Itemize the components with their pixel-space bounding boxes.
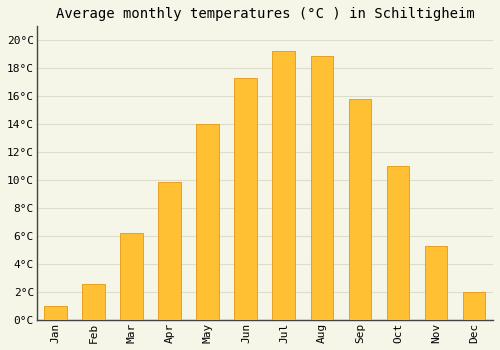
Bar [386, 166, 409, 320]
Bar [424, 246, 448, 320]
Bar [272, 51, 295, 320]
Bar [310, 56, 334, 320]
Bar [44, 306, 67, 320]
Title: Average monthly temperatures (°C ) in Schiltigheim: Average monthly temperatures (°C ) in Sc… [56, 7, 474, 21]
Bar [462, 292, 485, 320]
Bar [82, 284, 105, 320]
Bar [234, 78, 258, 320]
Bar [158, 182, 181, 320]
Bar [196, 124, 220, 320]
Bar [120, 233, 143, 320]
Bar [348, 99, 372, 320]
